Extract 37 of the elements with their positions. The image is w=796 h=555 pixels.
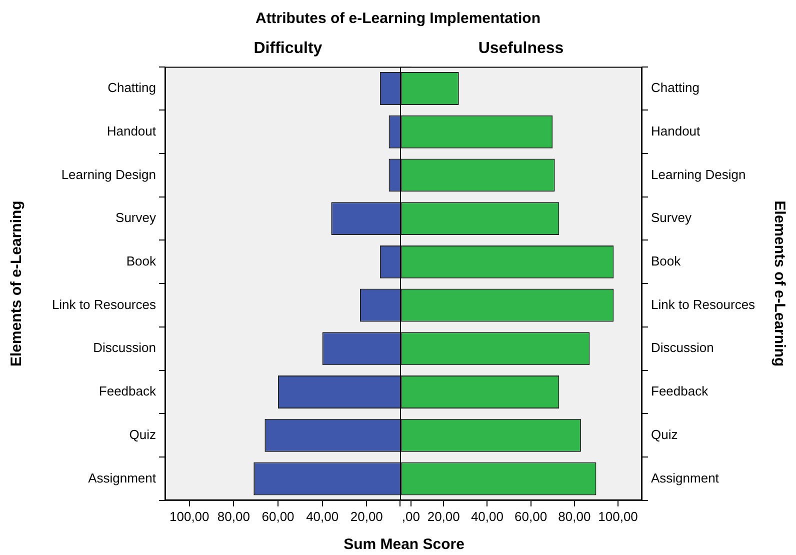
x-tick-label: 80,00 [558,508,591,524]
x-tick-label: ,00 [402,508,420,524]
y-tick-label: Quiz [129,426,156,442]
y-tick-label: Feedback [651,384,709,399]
x-tick-label: 100,00 [169,508,210,524]
x-tick-label: 40,00 [306,508,339,524]
x-axis-title: Sum Mean Score [342,536,466,553]
chart-subtitle: Difficulty [252,40,324,58]
x-tick-label: 80,00 [217,508,250,524]
chart-title: Attributes of e-Learning Implementation [254,10,542,27]
y-tick-label: Discussion [93,340,156,356]
y-tick-label: Book [651,254,682,268]
y-tick-label: Survey [116,210,156,226]
y-tick-label: Chatting [108,80,156,96]
x-tick-label: 20,00 [350,508,383,524]
y-tick-label: Handout [651,123,701,138]
y-tick-label: Chatting [651,80,700,96]
y-tick-label: Learning Design [651,166,746,182]
y-tick-label: Discussion [651,340,714,356]
x-tick-label: 40,00 [470,508,504,524]
x-tick-label: 60,00 [262,508,294,524]
chart-subtitle: Usefulness [477,40,565,58]
x-tick-label: 100,00 [598,508,638,524]
y-tick-label: Book [126,254,156,268]
y-axis-title: Elements of e-Learning [770,200,788,367]
y-tick-label: Assignment [651,470,720,486]
y-tick-label: Link to Resources [651,296,756,312]
y-tick-label: Link to Resources [52,296,156,312]
y-tick-label: Quiz [651,426,678,442]
y-tick-label: Assignment [88,470,156,486]
y-tick-label: Handout [106,123,156,138]
x-tick-label: 20,00 [427,508,460,524]
y-axis-title: Elements of e-Learning [8,200,26,367]
x-tick-label: 60,00 [514,508,548,524]
y-tick-label: Learning Design [61,166,156,182]
y-tick-label: Survey [651,210,692,226]
y-tick-label: Feedback [98,384,156,399]
